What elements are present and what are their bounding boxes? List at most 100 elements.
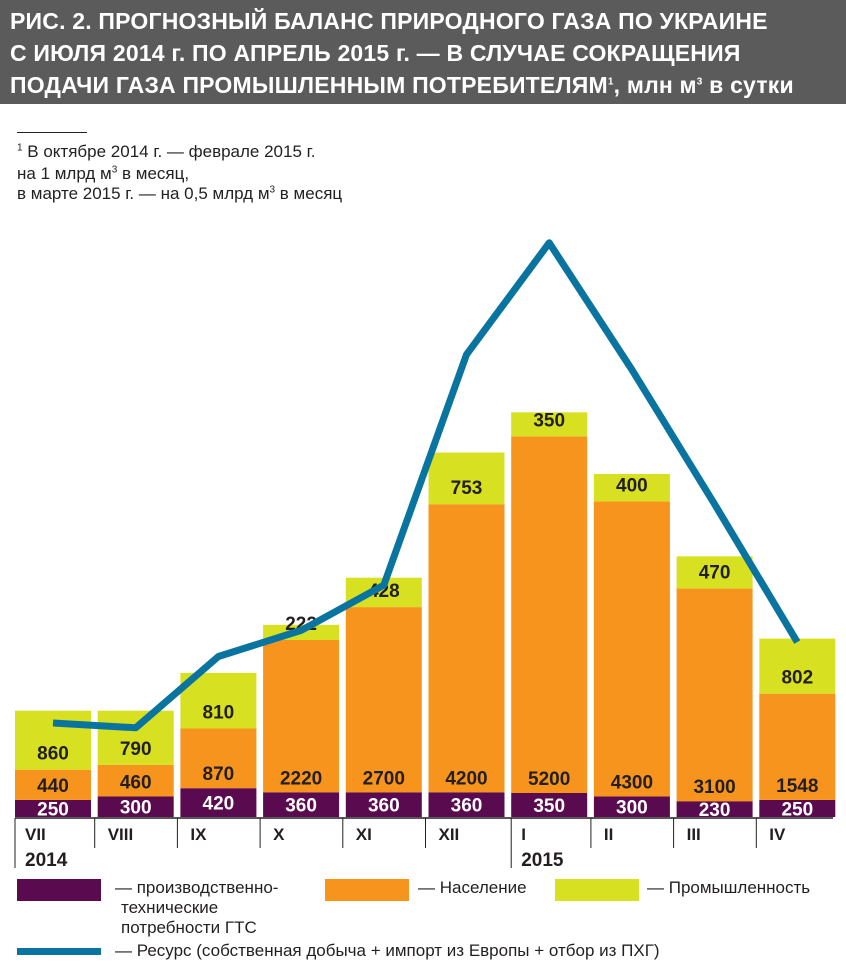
footnote-line-1: 1 В октябре 2014 г. — феврале 2015 г. xyxy=(17,142,316,162)
data-label: 4300 xyxy=(611,772,653,793)
year-label: 2015 xyxy=(521,850,564,871)
bar-segment xyxy=(15,799,91,817)
title-unit-cube: 3 xyxy=(696,76,703,88)
x-tick-label: IX xyxy=(190,825,207,844)
x-tick-label: II xyxy=(604,825,613,844)
bar-segment xyxy=(759,693,836,800)
data-label: 250 xyxy=(37,799,69,820)
data-label: 4200 xyxy=(445,768,487,789)
x-tick-label: XI xyxy=(356,825,372,844)
bar-segment xyxy=(15,769,91,800)
legend-label-resource: — Ресурс (собственная добыча + импорт из… xyxy=(115,941,660,960)
footnote-cube-2: 3 xyxy=(269,184,276,196)
data-label: 350 xyxy=(533,410,565,431)
data-label: 300 xyxy=(120,798,152,819)
data-label: 230 xyxy=(699,800,731,821)
legend-label-gts-3: потребности ГТС xyxy=(121,918,257,937)
data-label: 802 xyxy=(781,668,813,689)
footnote-text-3a: в марте 2015 г. — на 0,5 млрд м xyxy=(17,184,270,203)
bar-segment xyxy=(180,788,257,817)
data-label: 460 xyxy=(120,772,152,793)
footnote-line-2: на 1 млрд м3 в месяц, xyxy=(17,164,189,184)
bar-segment xyxy=(180,728,257,789)
chart-title-text: ПОДАЧИ ГАЗА ПРОМЫШЛЕННЫМ ПОТРЕБИТЕЛЯМ xyxy=(10,72,608,98)
bar-segment xyxy=(511,793,588,817)
bar-segment xyxy=(345,792,422,817)
footnote-rule xyxy=(17,132,87,133)
bar-segment xyxy=(97,764,174,797)
chart-title-line-3: ПОДАЧИ ГАЗА ПРОМЫШЛЕННЫМ ПОТРЕБИТЕЛЯМ1, … xyxy=(10,72,794,99)
bar-segment xyxy=(97,796,174,817)
bar-segment xyxy=(676,801,753,817)
x-tick-label: X xyxy=(273,825,285,844)
data-label: 440 xyxy=(37,776,69,797)
data-label: 470 xyxy=(699,563,731,584)
data-label: 2700 xyxy=(363,768,405,789)
bar-segment xyxy=(428,792,505,817)
year-label: 2014 xyxy=(25,850,68,871)
bar-segment xyxy=(263,792,340,817)
data-label: 420 xyxy=(203,794,235,815)
x-tick-label: VII xyxy=(25,825,46,844)
data-label: 360 xyxy=(285,796,317,817)
footnote-line-3: в марте 2015 г. — на 0,5 млрд м3 в месяц xyxy=(17,184,342,204)
data-label: 350 xyxy=(533,796,565,817)
data-label: 5200 xyxy=(528,769,570,790)
data-label: 360 xyxy=(451,796,483,817)
footnote-text-2b: в месяц, xyxy=(117,164,190,183)
bar-segment xyxy=(759,638,836,694)
footnote-mark: 1 xyxy=(17,142,23,154)
legend-label-gts-2: технические xyxy=(121,898,219,917)
legend-swatch-gts xyxy=(17,879,101,901)
x-tick-label: I xyxy=(521,825,526,844)
bar-segment xyxy=(676,556,753,589)
bar-segment xyxy=(15,710,91,770)
data-label: 400 xyxy=(616,475,648,496)
bar-segment xyxy=(676,588,753,802)
data-label: 360 xyxy=(368,796,400,817)
chart-title-unit-tail: в сутки xyxy=(702,72,794,98)
footnote-text-3b: в месяц xyxy=(275,184,343,203)
bar-segment xyxy=(511,412,588,437)
legend-label-gts-1: — производственно- xyxy=(115,878,279,897)
bar-segment xyxy=(263,640,340,793)
bar-segment xyxy=(759,799,836,817)
data-label: 790 xyxy=(120,739,152,760)
legend-swatch-resource xyxy=(17,948,101,955)
bar-segment xyxy=(511,436,588,793)
title-band: РИС. 2. ПРОГНОЗНЫЙ БАЛАНС ПРИРОДНОГО ГАЗ… xyxy=(0,0,846,104)
chart-title-unit: , млн м xyxy=(613,72,697,98)
legend-swatch-population xyxy=(325,879,409,901)
resource-line xyxy=(52,239,801,732)
data-label: 3100 xyxy=(693,777,735,798)
x-tick-label: XII xyxy=(439,825,460,844)
x-tick-label: VIII xyxy=(108,825,134,844)
footnote-text-1: В октябре 2014 г. — феврале 2015 г. xyxy=(22,142,316,161)
bar-segment xyxy=(345,607,422,793)
bar-segment xyxy=(593,501,670,797)
bar-segment xyxy=(428,504,505,793)
legend-label-population: — Население xyxy=(418,878,527,897)
bar-segment xyxy=(428,452,505,505)
chart-title-line-1: РИС. 2. ПРОГНОЗНЫЙ БАЛАНС ПРИРОДНОГО ГАЗ… xyxy=(10,8,768,34)
data-label: 870 xyxy=(203,764,235,785)
data-label: 753 xyxy=(451,478,483,499)
chart-title-line-2: С ИЮЛЯ 2014 г. ПО АПРЕЛЬ 2015 г. — В СЛУ… xyxy=(10,40,741,66)
x-tick-label: III xyxy=(687,825,701,844)
legend-swatch-industry xyxy=(555,879,639,901)
title-footnote-mark: 1 xyxy=(607,76,614,88)
x-tick-label: IV xyxy=(769,825,786,844)
data-label: 810 xyxy=(203,703,235,724)
bar-segment xyxy=(593,796,670,817)
data-label: 860 xyxy=(37,744,69,765)
footnote-text-2a: на 1 млрд м xyxy=(17,164,112,183)
data-label: 300 xyxy=(616,798,648,819)
bar-segment xyxy=(97,710,174,765)
legend-label-industry: — Промышленность xyxy=(647,878,811,897)
data-label: 250 xyxy=(781,799,813,820)
footnote-cube-1: 3 xyxy=(111,164,118,176)
data-label: 1548 xyxy=(776,776,818,797)
data-label: 2220 xyxy=(280,768,322,789)
bar-segment xyxy=(593,474,670,502)
